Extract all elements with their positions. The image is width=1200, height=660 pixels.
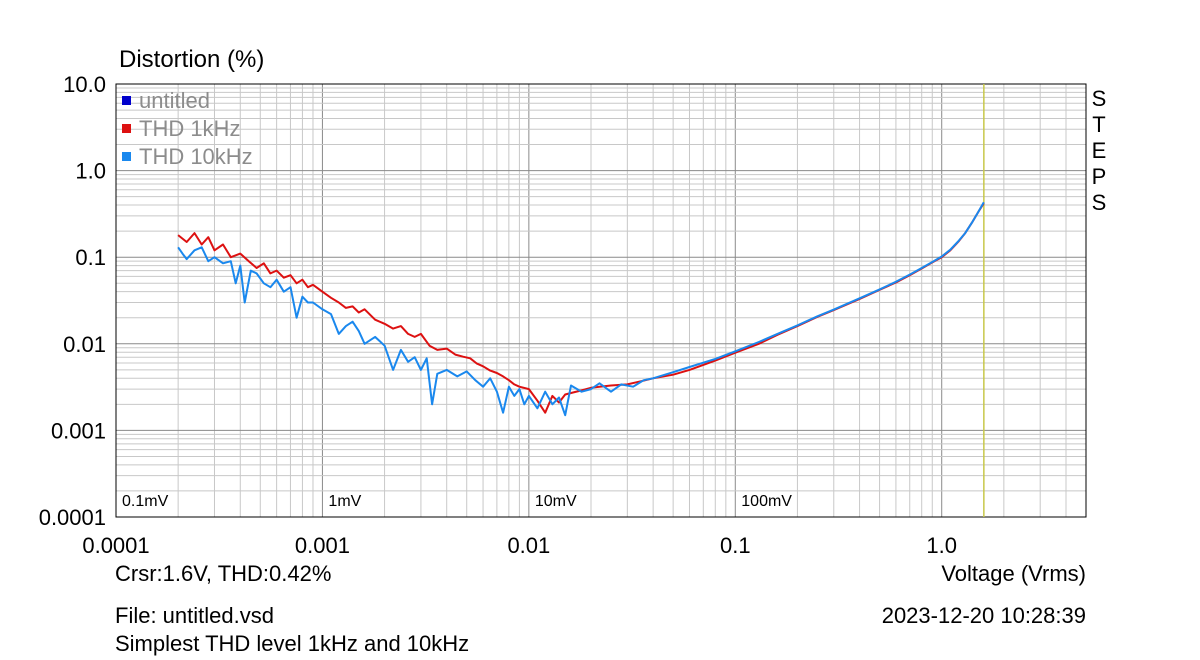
steps-letter: E [1091, 138, 1107, 163]
x-tick-label: 0.0001 [82, 533, 149, 558]
inner-voltage-label: 0.1mV [122, 493, 169, 510]
steps-letter: T [1092, 112, 1106, 137]
inner-voltage-label: 10mV [535, 493, 577, 510]
steps-letter: P [1091, 164, 1107, 189]
x-tick-label: 0.01 [507, 533, 550, 558]
y-tick-label: 0.1 [75, 245, 106, 270]
legend-swatch [122, 152, 131, 161]
steps-vertical-label[interactable]: S T E P S [1089, 86, 1109, 216]
y-tick-label: 0.01 [63, 332, 106, 357]
legend-entry: THD 10kHz [139, 144, 253, 169]
plot-area [116, 84, 1086, 517]
x-tick-label: 0.001 [295, 533, 350, 558]
y-axis-label: Distortion (%) [119, 46, 265, 73]
steps-letter: S [1091, 86, 1107, 111]
y-tick-label: 0.001 [51, 418, 106, 443]
x-axis-label: Voltage (Vrms) [941, 561, 1086, 586]
x-tick-label: 1.0 [926, 533, 957, 558]
datetime-label: 2023-12-20 10:28:39 [881, 603, 1086, 628]
cursor-readout: Crsr:1.6V, THD:0.42% [115, 561, 332, 586]
legend-swatch [122, 124, 131, 133]
description-label: Simplest THD level 1kHz and 10kHz [115, 631, 470, 656]
steps-letter: S [1091, 190, 1107, 215]
plot-border [115, 83, 1087, 518]
inner-voltage-label: 100mV [741, 493, 792, 510]
x-tick-label: 0.1 [720, 533, 751, 558]
inner-voltage-label: 1mV [328, 493, 361, 510]
legend-entry: THD 1kHz [139, 116, 240, 141]
y-tick-label: 0.0001 [39, 505, 106, 530]
file-label: File: untitled.vsd [115, 603, 274, 628]
y-tick-label: 10.0 [63, 72, 106, 97]
series-line [177, 201, 985, 417]
y-tick-label: 1.0 [75, 159, 106, 184]
legend-swatch [122, 96, 131, 105]
legend-entry: untitled [139, 88, 210, 113]
